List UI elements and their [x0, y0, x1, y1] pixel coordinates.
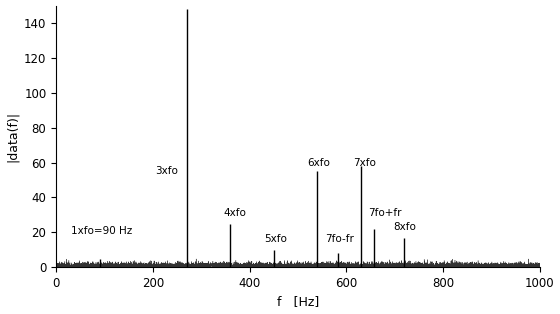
Text: 6xfo: 6xfo: [307, 158, 330, 168]
Text: 8xfo: 8xfo: [393, 222, 416, 232]
Y-axis label: |data(f)|: |data(f)|: [6, 111, 18, 162]
Text: 3xfo: 3xfo: [155, 166, 178, 176]
Text: 7fo-fr: 7fo-fr: [325, 235, 354, 245]
Text: 4xfo: 4xfo: [223, 208, 246, 218]
X-axis label: f   [Hz]: f [Hz]: [277, 295, 319, 308]
Text: 7xfo: 7xfo: [353, 158, 376, 168]
Text: 1xfo=90 Hz: 1xfo=90 Hz: [71, 226, 132, 236]
Text: 5xfo: 5xfo: [264, 235, 287, 245]
Text: 7fo+fr: 7fo+fr: [368, 208, 402, 218]
